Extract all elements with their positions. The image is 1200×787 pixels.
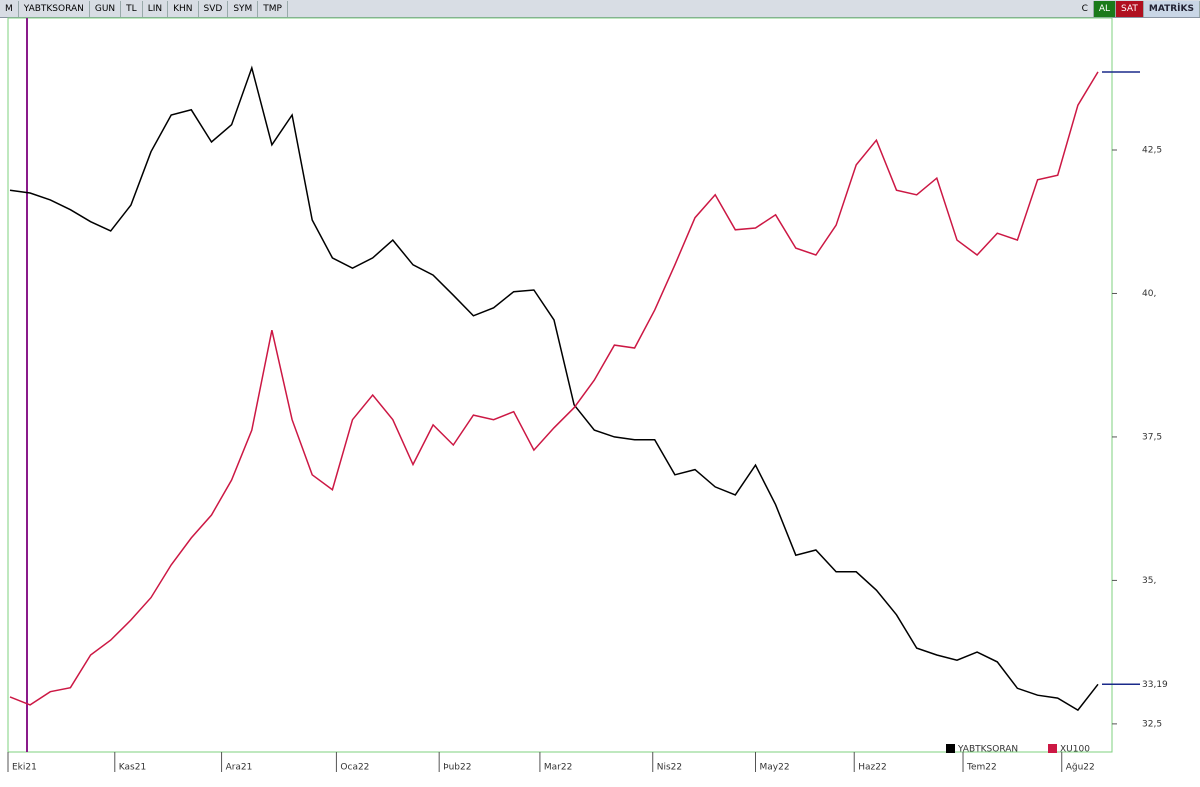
toolbar-button[interactable]: YABTKSORAN <box>19 0 90 17</box>
series-line <box>9 65 1099 712</box>
toolbar-button[interactable]: TMP <box>258 0 288 17</box>
x-tick-label: Ara21 <box>226 763 253 773</box>
y-tick-label: 37,5 <box>1142 432 1162 442</box>
y-tick-label: 32,5 <box>1142 719 1162 729</box>
toolbar-button[interactable]: SAT <box>1116 0 1144 17</box>
toolbar-button[interactable]: LIN <box>143 0 169 17</box>
toolbar-button[interactable]: M <box>0 0 19 17</box>
toolbar-button[interactable]: GUN <box>90 0 122 17</box>
toolbar-button[interactable]: TL <box>121 0 143 17</box>
toolbar-button[interactable]: KHN <box>168 0 199 17</box>
plot-border <box>7 17 1113 753</box>
toolbar: M YABTKSORAN GUN TL LIN KHN SVD SYM TMP C AL SAT MA… <box>0 0 1200 18</box>
legend-swatch <box>946 744 955 753</box>
legend-label: YABTKSORAN <box>957 745 1018 755</box>
legend-swatch <box>1048 744 1057 753</box>
x-tick-label: Haz22 <box>858 763 886 773</box>
x-tick-label: Eki21 <box>12 763 37 773</box>
toolbar-button[interactable]: MATRİKS <box>1143 0 1200 17</box>
y-tick-label: 42,5 <box>1142 145 1162 155</box>
value-label: 33,19 <box>1142 680 1168 690</box>
x-tick-label: Oca22 <box>340 763 369 773</box>
y-tick-label: 40, <box>1142 289 1156 299</box>
x-tick-label: Þub22 <box>443 763 471 773</box>
x-tick-label: Ağu22 <box>1066 763 1095 773</box>
y-tick-label: 35, <box>1142 576 1156 586</box>
toolbar-button[interactable]: SYM <box>228 0 259 17</box>
toolbar-button[interactable]: SVD <box>199 0 229 17</box>
x-tick-label: Nis22 <box>657 763 682 773</box>
x-tick-label: Tem22 <box>966 763 997 773</box>
series-line <box>9 71 1099 706</box>
toolbar-button[interactable]: AL <box>1093 0 1117 17</box>
toolbar-button[interactable]: C <box>1077 0 1094 17</box>
x-tick-label: Mar22 <box>544 763 572 773</box>
x-tick-label: May22 <box>759 763 789 773</box>
legend-label: XU100 <box>1060 745 1090 755</box>
x-tick-label: Kas21 <box>119 763 146 773</box>
